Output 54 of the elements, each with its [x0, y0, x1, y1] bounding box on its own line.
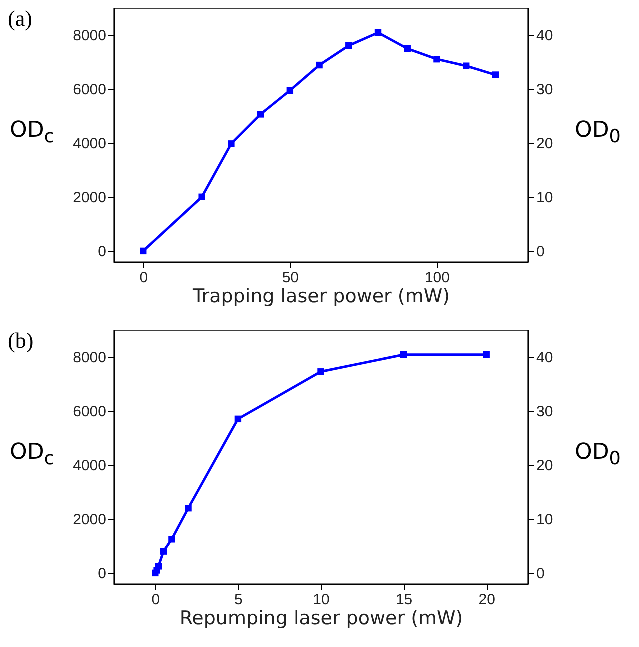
point: [374, 30, 382, 36]
point: [462, 62, 470, 70]
x-tick-label: 0: [140, 270, 148, 286]
x-tick-label: 100: [424, 270, 450, 286]
y2-tick-label: 30: [536, 404, 554, 421]
y-axis-title: OD$_{c}$: [10, 118, 54, 148]
text: (b): [8, 328, 34, 354]
point: [492, 72, 500, 78]
y-tick-label: 4000: [73, 136, 106, 153]
y-axis-title: OD$_{c}$: [10, 440, 54, 470]
y2-tick-label: 10: [536, 512, 554, 529]
y2-axis-title: OD$_{0}$: [575, 118, 621, 148]
text: (a): [8, 6, 32, 32]
y-tick-label: 2000: [73, 190, 106, 207]
point: [483, 352, 490, 358]
point: [160, 548, 168, 555]
point: [155, 563, 162, 570]
x-tick-label: 50: [282, 270, 300, 286]
y2-tick-label: 0: [536, 566, 545, 583]
y2-tick-label: 40: [536, 28, 554, 45]
y-tick-label: 2000: [73, 512, 106, 529]
point: [185, 504, 192, 512]
point: [346, 42, 352, 50]
y-tick-label: 0: [98, 244, 106, 261]
point: [257, 111, 264, 118]
x-tick-label: 20: [478, 592, 496, 608]
x-tick-label: 15: [396, 592, 413, 608]
point: [434, 56, 440, 63]
y-tick-label: 4000: [73, 458, 106, 475]
point: [400, 352, 408, 358]
point: [316, 62, 323, 69]
y2-tick-label: 0: [536, 244, 545, 261]
y-tick-label: 6000: [73, 82, 106, 99]
y2-tick-label: 20: [536, 136, 554, 153]
point: [234, 416, 242, 423]
y-tick-label: 6000: [73, 404, 106, 421]
y2-tick-label: 40: [536, 350, 554, 367]
x-tick-label: 5: [234, 592, 243, 608]
y2-tick-label: 30: [536, 82, 554, 99]
point: [140, 248, 147, 255]
y2-axis-title: OD$_{0}$: [575, 440, 621, 470]
point: [198, 194, 206, 201]
y-tick-label: 8000: [73, 350, 106, 367]
point: [168, 536, 176, 543]
x-tick-label: 0: [152, 592, 160, 608]
point: [404, 45, 411, 52]
y-tick-label: 0: [98, 566, 106, 583]
y2-tick-label: 20: [536, 458, 554, 475]
point: [318, 368, 324, 376]
y2-tick-label: 10: [536, 190, 554, 207]
x-tick-label: 10: [313, 592, 330, 608]
y-tick-label: 8000: [73, 28, 106, 45]
point: [286, 87, 294, 94]
point: [228, 140, 235, 148]
